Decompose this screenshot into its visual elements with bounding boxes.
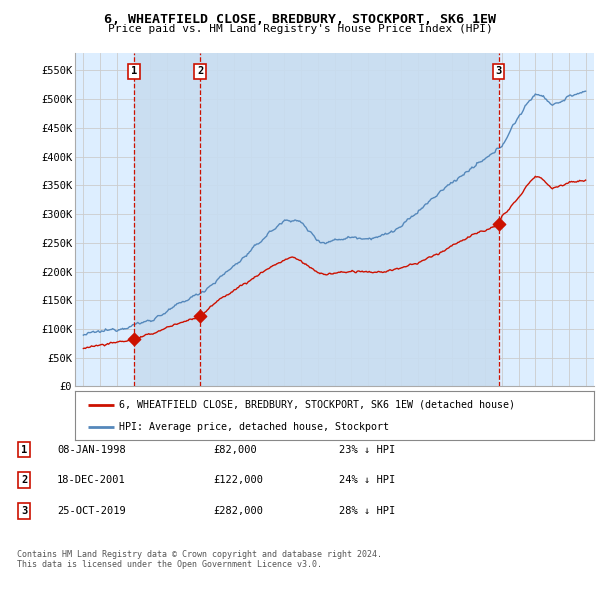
- Text: £82,000: £82,000: [213, 445, 257, 454]
- Text: 1: 1: [21, 445, 27, 454]
- Text: 25-OCT-2019: 25-OCT-2019: [57, 506, 126, 516]
- Text: This data is licensed under the Open Government Licence v3.0.: This data is licensed under the Open Gov…: [17, 560, 322, 569]
- Text: 1: 1: [131, 67, 137, 77]
- Bar: [200, 53, 499, 386]
- Point: [129, 335, 139, 344]
- Point: [494, 219, 503, 229]
- Text: 6, WHEATFIELD CLOSE, BREDBURY, STOCKPORT, SK6 1EW: 6, WHEATFIELD CLOSE, BREDBURY, STOCKPORT…: [104, 13, 496, 26]
- Point: [195, 312, 205, 321]
- Text: Contains HM Land Registry data © Crown copyright and database right 2024.: Contains HM Land Registry data © Crown c…: [17, 550, 382, 559]
- Text: 3: 3: [21, 506, 27, 516]
- Text: 18-DEC-2001: 18-DEC-2001: [57, 476, 126, 485]
- Text: HPI: Average price, detached house, Stockport: HPI: Average price, detached house, Stoc…: [119, 422, 389, 432]
- Text: £282,000: £282,000: [213, 506, 263, 516]
- Text: £122,000: £122,000: [213, 476, 263, 485]
- Bar: [134, 53, 200, 386]
- Text: 24% ↓ HPI: 24% ↓ HPI: [339, 476, 395, 485]
- Text: 2: 2: [21, 476, 27, 485]
- Text: 23% ↓ HPI: 23% ↓ HPI: [339, 445, 395, 454]
- Text: 3: 3: [496, 67, 502, 77]
- Text: Price paid vs. HM Land Registry's House Price Index (HPI): Price paid vs. HM Land Registry's House …: [107, 24, 493, 34]
- Text: 08-JAN-1998: 08-JAN-1998: [57, 445, 126, 454]
- Text: 28% ↓ HPI: 28% ↓ HPI: [339, 506, 395, 516]
- Text: 6, WHEATFIELD CLOSE, BREDBURY, STOCKPORT, SK6 1EW (detached house): 6, WHEATFIELD CLOSE, BREDBURY, STOCKPORT…: [119, 399, 515, 409]
- Text: 2: 2: [197, 67, 203, 77]
